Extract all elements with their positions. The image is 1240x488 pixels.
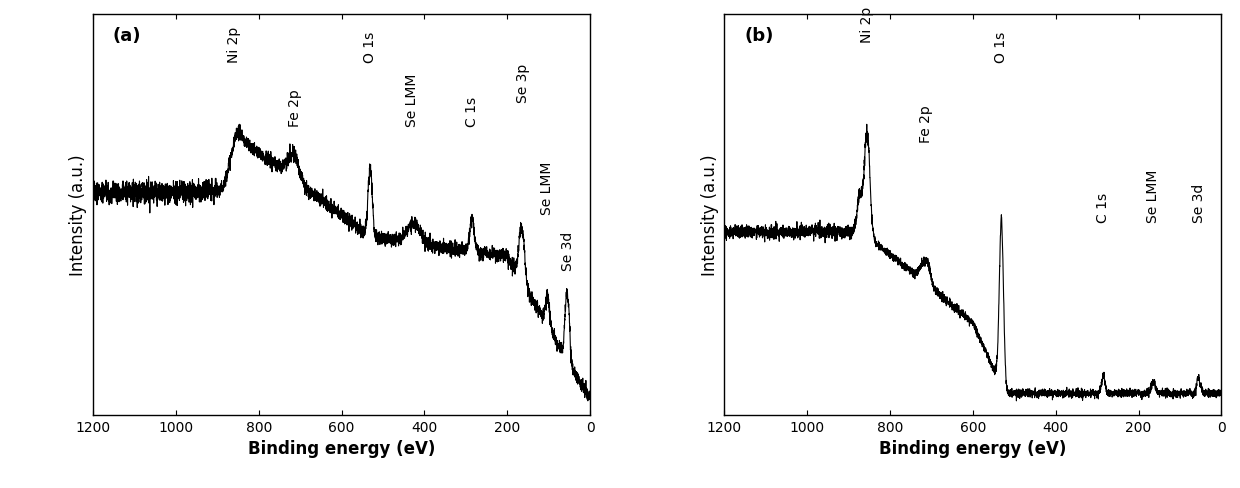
Text: Se LMM: Se LMM — [539, 162, 554, 215]
Text: Se LMM: Se LMM — [405, 73, 419, 127]
Text: Ni 2p: Ni 2p — [227, 26, 241, 62]
Text: Se 3d: Se 3d — [560, 232, 574, 271]
Text: C 1s: C 1s — [1096, 193, 1110, 223]
Text: Fe 2p: Fe 2p — [919, 105, 932, 142]
Text: O 1s: O 1s — [994, 31, 1008, 62]
Text: C 1s: C 1s — [465, 97, 479, 127]
X-axis label: Binding energy (eV): Binding energy (eV) — [248, 439, 435, 457]
Text: Ni 2p: Ni 2p — [859, 6, 874, 42]
Text: Se LMM: Se LMM — [1146, 169, 1159, 223]
Y-axis label: Intensity (a.u.): Intensity (a.u.) — [69, 154, 88, 275]
X-axis label: Binding energy (eV): Binding energy (eV) — [879, 439, 1066, 457]
Text: O 1s: O 1s — [363, 31, 377, 62]
Text: (a): (a) — [113, 27, 141, 44]
Text: Fe 2p: Fe 2p — [288, 89, 301, 127]
Y-axis label: Intensity (a.u.): Intensity (a.u.) — [701, 154, 719, 275]
Text: (b): (b) — [744, 27, 774, 44]
Text: Se 3d: Se 3d — [1192, 183, 1207, 223]
Text: Se 3p: Se 3p — [516, 63, 529, 102]
